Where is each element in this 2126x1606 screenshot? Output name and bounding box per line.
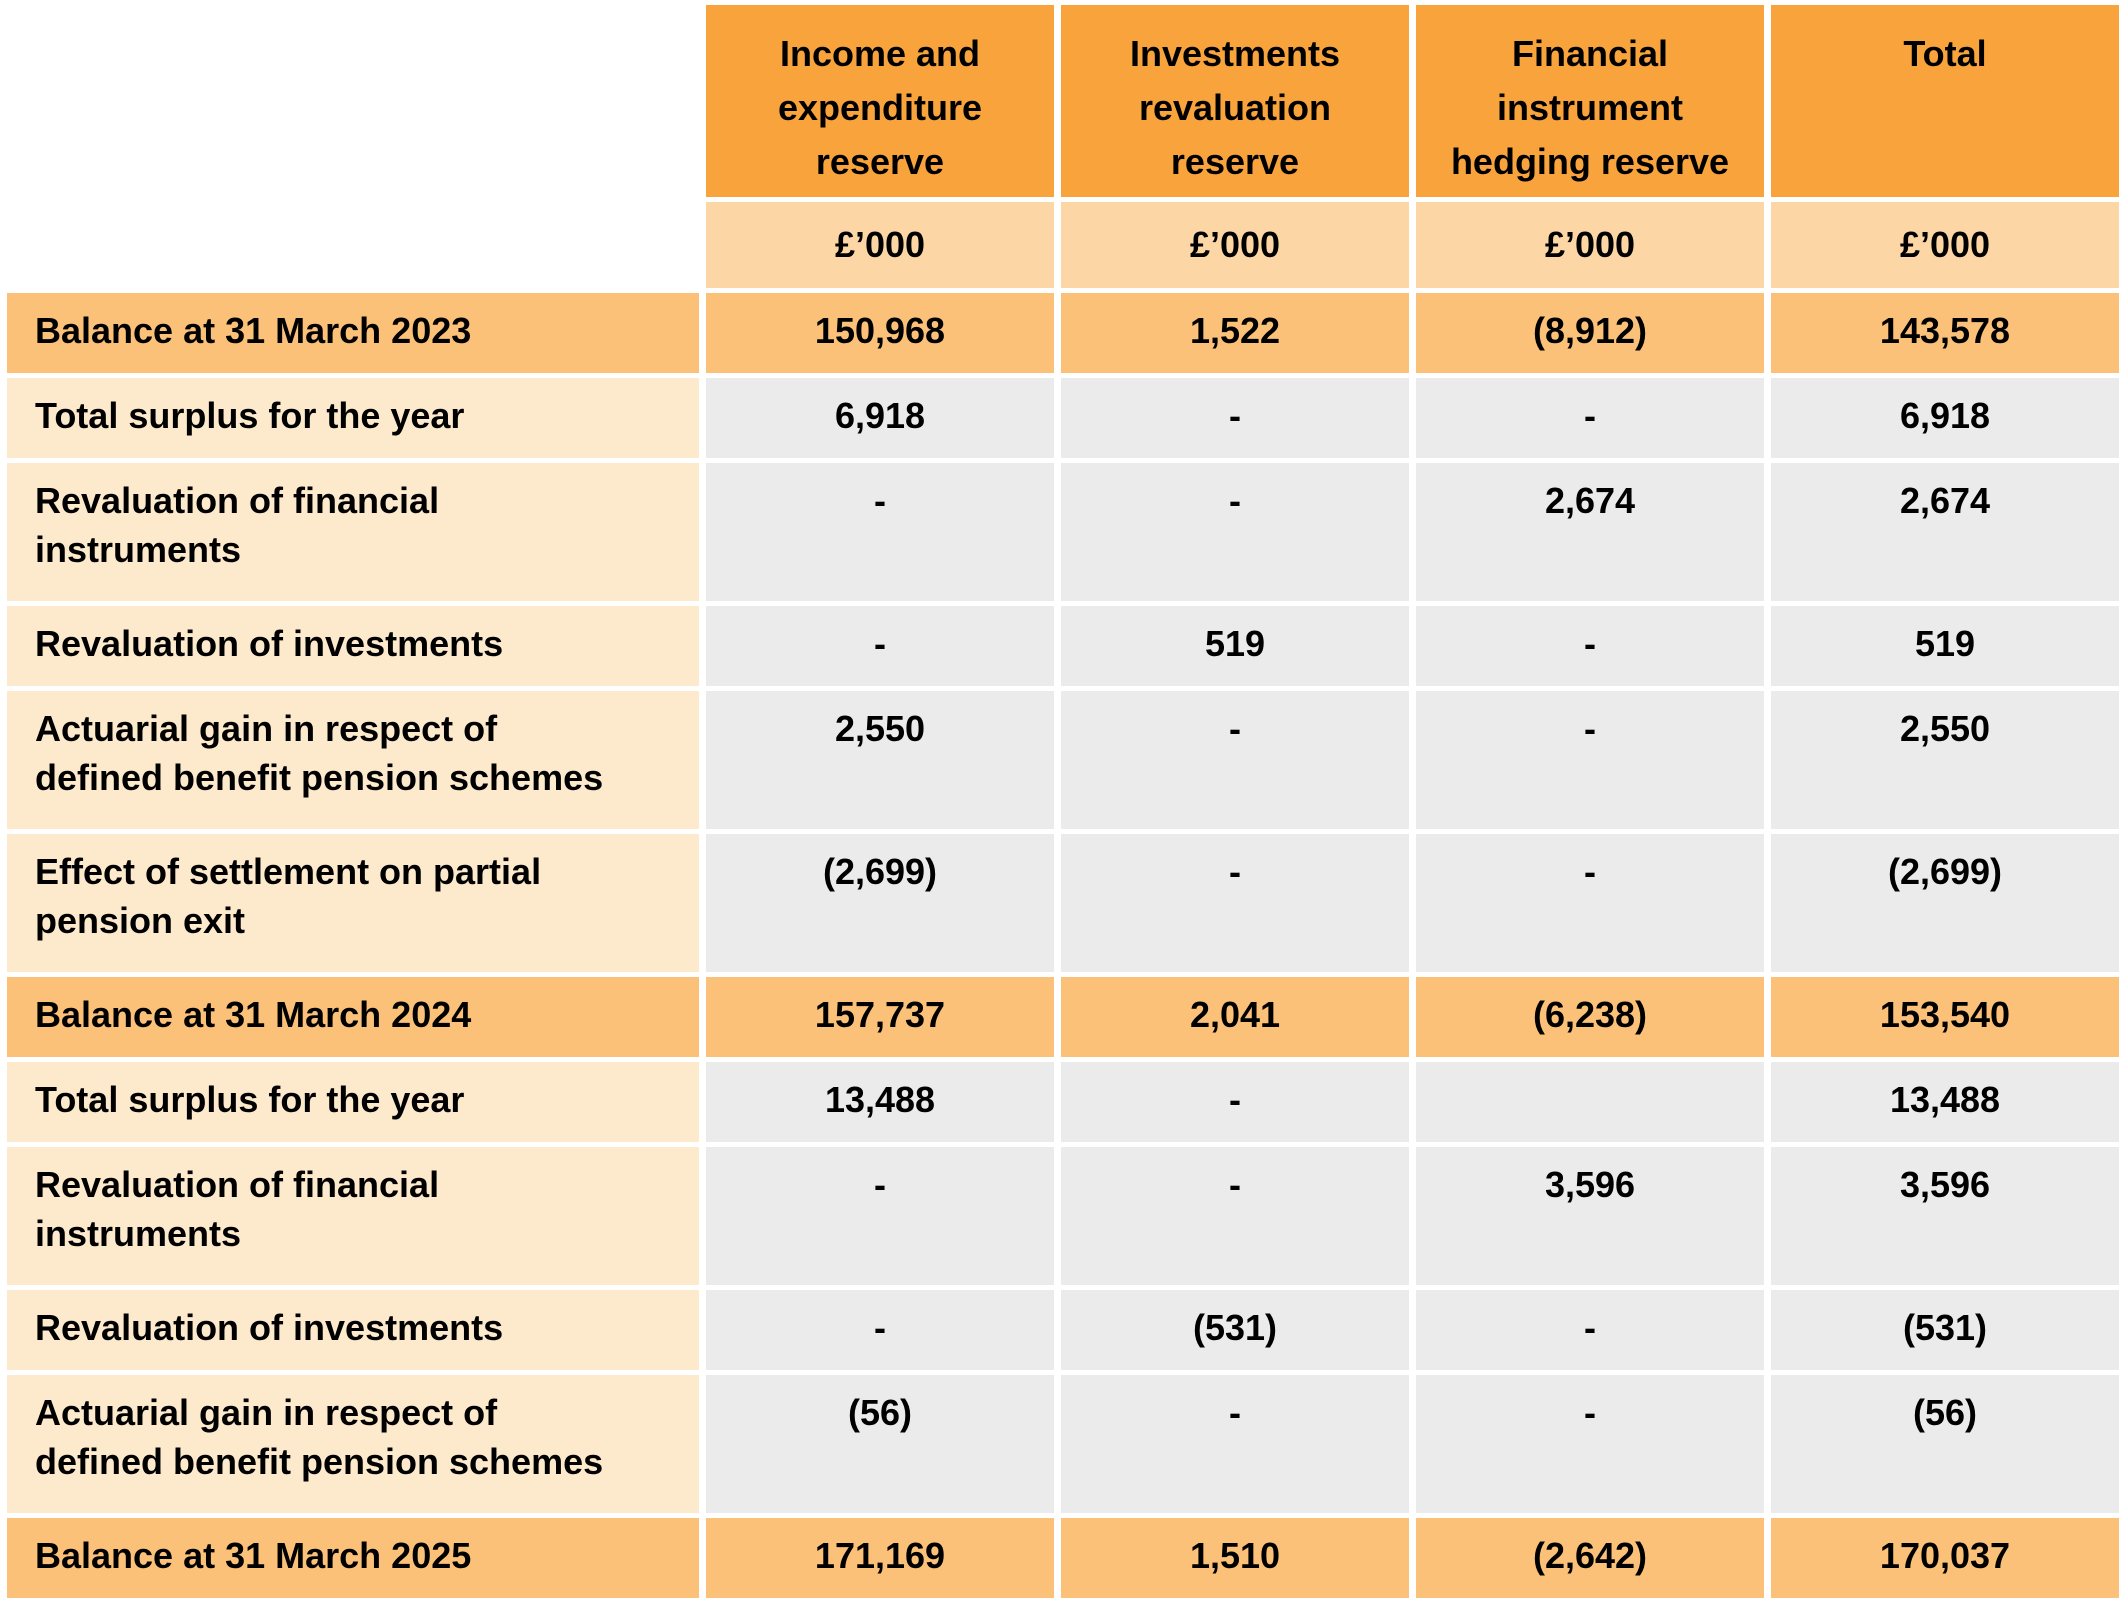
row-label: Effect of settlement on partial pension … [7,834,699,972]
table-row: Balance at 31 March 2023 150,968 1,522 (… [7,293,2119,373]
row-label: Balance at 31 March 2023 [7,293,699,373]
cell-value: - [1416,1375,1764,1513]
cell-value: - [1061,1375,1409,1513]
cell-value: (2,699) [1771,834,2119,972]
cell-value: 171,169 [706,1518,1054,1598]
unit-label: £’000 [706,202,1054,288]
row-label: Balance at 31 March 2025 [7,1518,699,1598]
cell-value: 2,550 [1771,691,2119,829]
unit-row: £’000 £’000 £’000 £’000 [7,202,2119,288]
table-row: Effect of settlement on partial pension … [7,834,2119,972]
cell-value: 2,041 [1061,977,1409,1057]
cell-value: - [1416,378,1764,458]
table-row: Revaluation of financial instruments - -… [7,1147,2119,1285]
cell-value: - [1061,1147,1409,1285]
cell-value: - [1416,691,1764,829]
row-label: Revaluation of financial instruments [7,1147,699,1285]
column-header-investments-revaluation-reserve: Investments revaluation reserve [1061,5,1409,197]
table-row: Balance at 31 March 2024 157,737 2,041 (… [7,977,2119,1057]
cell-value: (8,912) [1416,293,1764,373]
cell-value: 6,918 [706,378,1054,458]
cell-value: - [1416,834,1764,972]
row-label: Actuarial gain in respect of defined ben… [7,691,699,829]
table-row: Revaluation of investments - 519 - 519 [7,606,2119,686]
row-label: Actuarial gain in respect of defined ben… [7,1375,699,1513]
corner-cell [7,202,699,288]
unit-label: £’000 [1061,202,1409,288]
table-row: Revaluation of financial instruments - -… [7,463,2119,601]
row-label: Revaluation of financial instruments [7,463,699,601]
cell-value: - [1061,463,1409,601]
row-label: Revaluation of investments [7,1290,699,1370]
table-row: Actuarial gain in respect of defined ben… [7,691,2119,829]
table-row: Balance at 31 March 2025 171,169 1,510 (… [7,1518,2119,1598]
cell-value: 170,037 [1771,1518,2119,1598]
cell-value: - [706,463,1054,601]
cell-value: - [706,1147,1054,1285]
unit-label: £’000 [1771,202,2119,288]
column-header-income-expenditure-reserve: Income and expenditure reserve [706,5,1054,197]
cell-value: 2,674 [1771,463,2119,601]
cell-value: - [706,606,1054,686]
cell-value: 6,918 [1771,378,2119,458]
cell-value: 157,737 [706,977,1054,1057]
table-row: Revaluation of investments - (531) - (53… [7,1290,2119,1370]
cell-value: - [1061,691,1409,829]
cell-value: (531) [1061,1290,1409,1370]
row-label: Balance at 31 March 2024 [7,977,699,1057]
cell-value: (2,642) [1416,1518,1764,1598]
cell-value: - [1416,606,1764,686]
cell-value: (56) [706,1375,1054,1513]
cell-value: 1,522 [1061,293,1409,373]
row-label: Total surplus for the year [7,1062,699,1142]
cell-value: - [1061,834,1409,972]
cell-value: 519 [1771,606,2119,686]
cell-value: - [706,1290,1054,1370]
table-row: Actuarial gain in respect of defined ben… [7,1375,2119,1513]
cell-value: 13,488 [1771,1062,2119,1142]
cell-value: (531) [1771,1290,2119,1370]
cell-value: 2,674 [1416,463,1764,601]
cell-value: 3,596 [1416,1147,1764,1285]
cell-value: 13,488 [706,1062,1054,1142]
cell-value: 153,540 [1771,977,2119,1057]
row-label: Total surplus for the year [7,378,699,458]
column-header-financial-instrument-hedging-reserve: Financial instrument hedging reserve [1416,5,1764,197]
cell-value: 2,550 [706,691,1054,829]
column-header-total: Total [1771,5,2119,197]
header-row: Income and expenditure reserve Investmen… [7,5,2119,197]
cell-value: - [1061,1062,1409,1142]
cell-value: - [1061,378,1409,458]
corner-cell [7,5,699,197]
cell-value: 143,578 [1771,293,2119,373]
cell-value: (56) [1771,1375,2119,1513]
cell-value: - [1416,1290,1764,1370]
table-row: Total surplus for the year 6,918 - - 6,9… [7,378,2119,458]
cell-value: 1,510 [1061,1518,1409,1598]
table-row: Total surplus for the year 13,488 - 13,4… [7,1062,2119,1142]
cell-value: (2,699) [706,834,1054,972]
cell-value: 3,596 [1771,1147,2119,1285]
cell-value [1416,1062,1764,1142]
cell-value: (6,238) [1416,977,1764,1057]
unit-label: £’000 [1416,202,1764,288]
cell-value: 150,968 [706,293,1054,373]
cell-value: 519 [1061,606,1409,686]
row-label: Revaluation of investments [7,606,699,686]
